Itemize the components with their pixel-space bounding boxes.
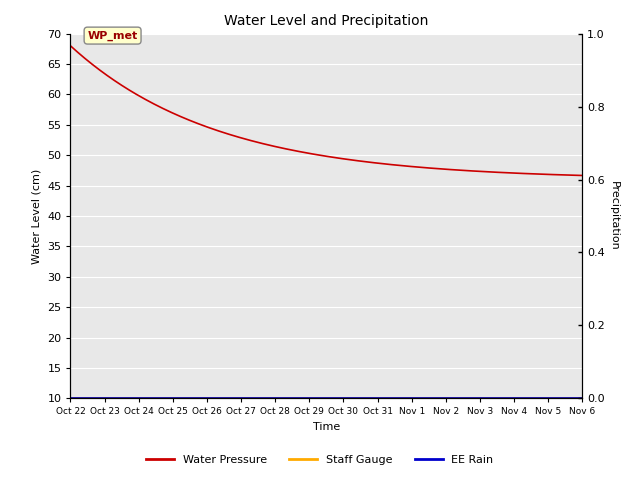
Y-axis label: Precipitation: Precipitation xyxy=(609,181,619,251)
Legend: Water Pressure, Staff Gauge, EE Rain: Water Pressure, Staff Gauge, EE Rain xyxy=(142,451,498,469)
Title: Water Level and Precipitation: Water Level and Precipitation xyxy=(224,14,429,28)
Text: WP_met: WP_met xyxy=(88,30,138,41)
Y-axis label: Water Level (cm): Water Level (cm) xyxy=(32,168,42,264)
X-axis label: Time: Time xyxy=(313,422,340,432)
